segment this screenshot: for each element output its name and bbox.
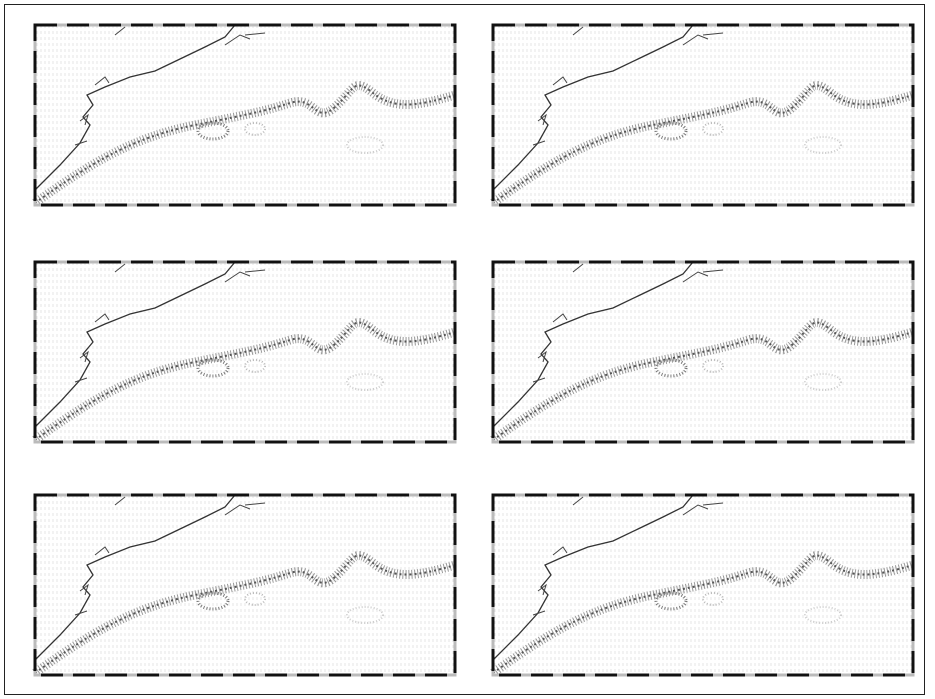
map-panel — [493, 25, 913, 205]
map-panel — [35, 25, 455, 205]
figure — [0, 0, 935, 699]
map-panel — [35, 262, 455, 442]
map-panel — [493, 495, 913, 675]
map-panel — [35, 495, 455, 675]
map-panel — [493, 262, 913, 442]
